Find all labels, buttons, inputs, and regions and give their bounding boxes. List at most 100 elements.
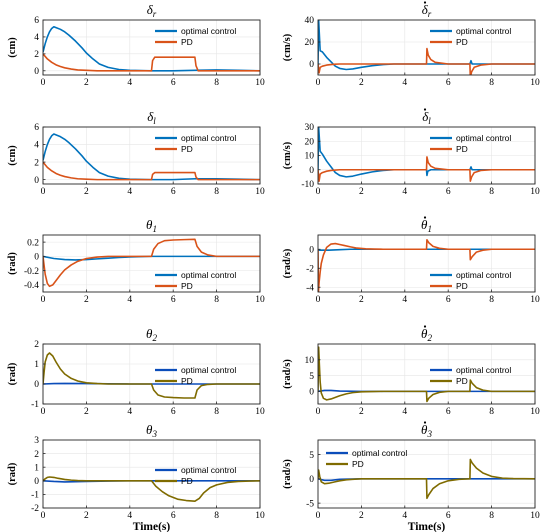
y-tick-label: 0 (34, 253, 39, 263)
y-tick-label: 4 (34, 33, 39, 43)
x-tick-label: 4 (402, 78, 407, 88)
y-tick-label: 2 (34, 50, 39, 60)
x-tick-label: 0 (316, 295, 321, 305)
y-tick-label: 0 (309, 60, 314, 70)
y-tick-label: 20 (305, 137, 315, 147)
subplot-title: δl (422, 109, 431, 126)
y-tick-label: -2 (306, 264, 314, 274)
y-tick-label: 1 (34, 463, 39, 473)
x-tick-label: 0 (316, 511, 321, 521)
y-tick-label: 10 (305, 356, 315, 366)
legend-entry: PD (181, 281, 193, 291)
x-tick-label: 10 (255, 187, 265, 197)
y-axis-label: (cm) (7, 145, 18, 166)
x-tick-label: 10 (255, 295, 265, 305)
x-tick-label: 4 (402, 187, 407, 197)
y-tick-label: 5 (309, 372, 314, 382)
x-tick-label: 2 (84, 187, 89, 197)
x-tick-label: 10 (255, 511, 265, 521)
y-axis-label: (cm/s) (282, 33, 293, 61)
x-tick-label: 10 (530, 511, 540, 521)
series-line-pd (43, 53, 260, 72)
x-tick-label: 10 (530, 407, 540, 417)
y-tick-label: 30 (305, 123, 315, 133)
derivative-dot (423, 325, 427, 328)
legend-entry: PD (181, 476, 193, 486)
legend-entry: PD (352, 459, 364, 469)
series-line-optimal-control (43, 255, 260, 261)
y-tick-label: 4 (34, 141, 39, 151)
axes-box (42, 439, 261, 509)
subplot-title: δl (147, 109, 156, 126)
subplot-title: δr (422, 2, 432, 19)
y-tick-label: -5 (306, 499, 314, 509)
x-tick-label: 2 (84, 295, 89, 305)
series-line-pd (318, 47, 535, 75)
x-tick-label: 6 (171, 78, 176, 88)
legend-entry: optimal control (456, 26, 511, 36)
y-axis-label: (rad) (7, 462, 18, 485)
y-axis-label: (rad) (7, 252, 18, 275)
y-tick-label: 2 (34, 450, 39, 460)
y-axis-label: (cm) (7, 37, 18, 58)
x-tick-label: 6 (446, 78, 451, 88)
subplot-t1: 0 2 4 6 8 10 -0.4 -0.2 0 0.2 θ1 (rad) optimal contro… (7, 217, 265, 305)
series-line-pd (43, 476, 260, 502)
x-tick-label: 8 (489, 187, 494, 197)
series-line-pd (318, 238, 535, 292)
x-axis-label: Time(s) (133, 521, 171, 532)
series-line-pd (43, 352, 260, 399)
x-tick-label: 6 (171, 407, 176, 417)
y-tick-label: 0 (34, 380, 39, 390)
x-tick-label: 8 (214, 511, 219, 521)
x-tick-label: 4 (127, 187, 132, 197)
series-line-pd (318, 156, 535, 182)
y-tick-label: 10 (305, 152, 315, 162)
x-tick-label: 8 (489, 78, 494, 88)
y-axis-label: (cm/s) (282, 141, 293, 169)
legend-entry: PD (456, 37, 468, 47)
x-tick-label: 8 (214, 295, 219, 305)
x-tick-label: 8 (489, 295, 494, 305)
x-tick-label: 0 (41, 407, 46, 417)
x-tick-label: 2 (84, 511, 89, 521)
y-tick-label: 0 (34, 67, 39, 77)
y-tick-label: -0.2 (24, 267, 39, 277)
legend-entry: optimal control (181, 270, 236, 280)
axes-box (317, 343, 536, 405)
derivative-dot (423, 421, 427, 424)
x-tick-label: 2 (84, 78, 89, 88)
x-tick-label: 8 (214, 187, 219, 197)
legend-entry: PD (456, 376, 468, 386)
x-tick-label: 6 (171, 295, 176, 305)
x-tick-label: 8 (214, 407, 219, 417)
x-tick-label: 0 (316, 187, 321, 197)
y-tick-label: 0 (309, 166, 314, 176)
legend-entry: PD (181, 376, 193, 386)
x-axis-label: Time(s) (408, 521, 446, 532)
x-tick-label: 0 (316, 407, 321, 417)
y-tick-label: 40 (305, 16, 315, 26)
x-tick-label: 10 (255, 78, 265, 88)
series-line-pd (43, 238, 260, 288)
y-axis-label: (rad/s) (282, 459, 293, 489)
series-line-optimal-control (43, 133, 260, 181)
x-tick-label: 4 (402, 407, 407, 417)
y-tick-label: -0.4 (24, 281, 39, 291)
x-tick-label: 8 (214, 78, 219, 88)
subplot-title: δr (147, 2, 157, 19)
y-tick-label: 6 (34, 16, 39, 26)
legend-entry: optimal control (456, 133, 511, 143)
